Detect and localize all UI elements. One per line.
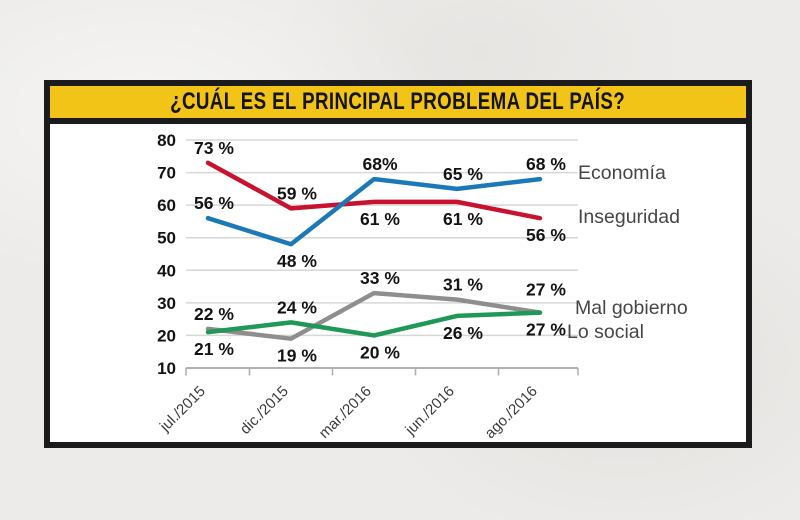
value-label: 21 % (194, 339, 234, 359)
value-label: 65 % (443, 164, 483, 184)
x-tick-label: ago./2016 (482, 383, 541, 442)
value-label: 68% (362, 154, 397, 174)
value-label: 27 % (526, 320, 566, 340)
legend-label: Mal gobierno (575, 297, 688, 319)
chart-title-bar: ¿CUÁL ES EL PRINCIPAL PROBLEMA DEL PAÍS? (50, 86, 746, 124)
value-label: 31 % (443, 275, 483, 295)
value-label: 68 % (526, 154, 566, 174)
value-label: 19 % (277, 346, 317, 366)
value-label: 56 % (194, 193, 234, 213)
value-label: 26 % (443, 323, 483, 343)
y-tick-label: 20 (157, 326, 176, 345)
series-line (205, 176, 543, 247)
value-label: 33 % (360, 268, 400, 288)
series-econom-a: 56 % 48 % 68% 65 % 68 % Economía (194, 154, 666, 271)
y-tick-label: 50 (157, 229, 176, 248)
legend-label: Lo social (567, 321, 644, 343)
y-tick-label: 80 (157, 131, 176, 150)
value-label: 61 % (360, 209, 400, 229)
series-line (205, 290, 543, 341)
value-label: 61 % (443, 209, 483, 229)
chart-title: ¿CUÁL ES EL PRINCIPAL PROBLEMA DEL PAÍS? (170, 88, 626, 115)
series-lo-social: 21 % 24 % 20 % 26 % 27 % Lo social (194, 297, 644, 362)
value-label: 27 % (526, 280, 566, 300)
x-tick-label: dic./2015 (237, 383, 292, 438)
series-mal-gobierno: 22 % 19 % 33 % 31 % 27 % Mal gobierno (194, 268, 688, 366)
x-tick-label: jun./2016 (401, 383, 457, 439)
x-tick-label: jul./2015 (156, 383, 209, 436)
value-label: 59 % (277, 183, 317, 203)
y-tick-label: 10 (157, 359, 176, 378)
value-label: 56 % (526, 225, 566, 245)
legend-label: Inseguridad (578, 206, 680, 228)
y-tick-label: 70 (157, 164, 176, 183)
series-line (205, 160, 543, 221)
x-tick-label: mar./2016 (316, 383, 375, 442)
value-label: 24 % (277, 297, 317, 317)
y-tick-label: 40 (157, 261, 176, 280)
series-line (205, 310, 543, 338)
x-axis-labels: jul./2015 dic./2015 mar./2016 jun./2016 ago.… (156, 383, 541, 442)
value-label: 20 % (360, 342, 400, 362)
value-label: 22 % (194, 304, 234, 324)
chart-panel: ¿CUÁL ES EL PRINCIPAL PROBLEMA DEL PAÍS? (44, 80, 752, 448)
y-tick-label: 30 (157, 294, 176, 313)
value-label: 73 % (194, 138, 234, 158)
y-tick-label: 60 (157, 196, 176, 215)
series-inseguridad: 73 % 59 % 61 % 61 % 56 % Inseguridad (194, 138, 680, 245)
legend-label: Economía (578, 162, 666, 184)
value-label: 48 % (277, 251, 317, 271)
